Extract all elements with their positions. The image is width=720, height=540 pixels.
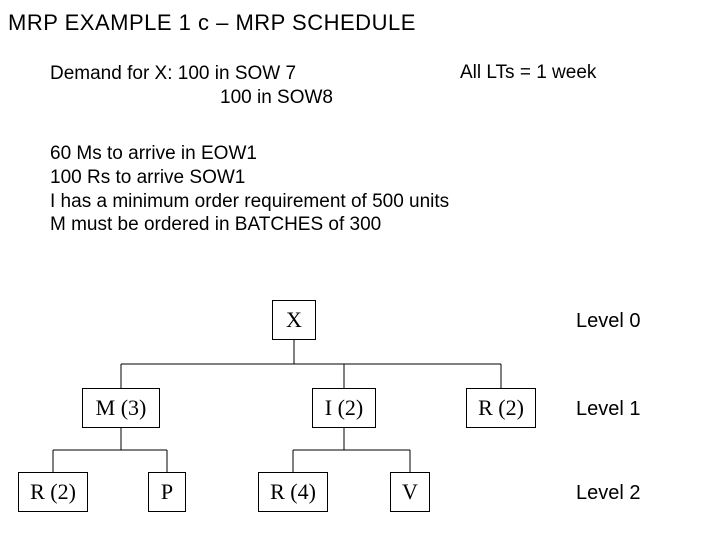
page-title: MRP EXAMPLE 1 c – MRP SCHEDULE [8,10,416,36]
demand-line-2: 100 in SOW8 [50,86,333,110]
tree-node-m3: M (3) [82,388,160,428]
tree-node-p: P [148,472,186,512]
note-line-2: 100 Rs to arrive SOW1 [50,166,449,190]
tree-node-x: X [272,300,316,340]
demand-line-1: Demand for X: 100 in SOW 7 [50,62,333,86]
notes-block: 60 Ms to arrive in EOW1 100 Rs to arrive… [50,142,449,237]
tree-node-v: V [390,472,430,512]
tree-node-r2b: R (2) [18,472,88,512]
note-line-4: M must be ordered in BATCHES of 300 [50,213,449,237]
level-label-1: Level 1 [576,398,641,421]
note-line-3: I has a minimum order requirement of 500… [50,190,449,214]
tree-node-i2: I (2) [312,388,376,428]
level-label-2: Level 2 [576,482,641,505]
note-line-1: 60 Ms to arrive in EOW1 [50,142,449,166]
demand-block: Demand for X: 100 in SOW 7 100 in SOW8 [50,62,333,110]
bom-tree-diagram: X M (3) I (2) R (2) R (2) P R (4) V Level 0 Level… [0,300,720,540]
all-lts-text: All LTs = 1 week [460,62,596,84]
level-label-0: Level 0 [576,310,641,333]
tree-node-r4: R (4) [258,472,328,512]
tree-node-r2a: R (2) [466,388,536,428]
